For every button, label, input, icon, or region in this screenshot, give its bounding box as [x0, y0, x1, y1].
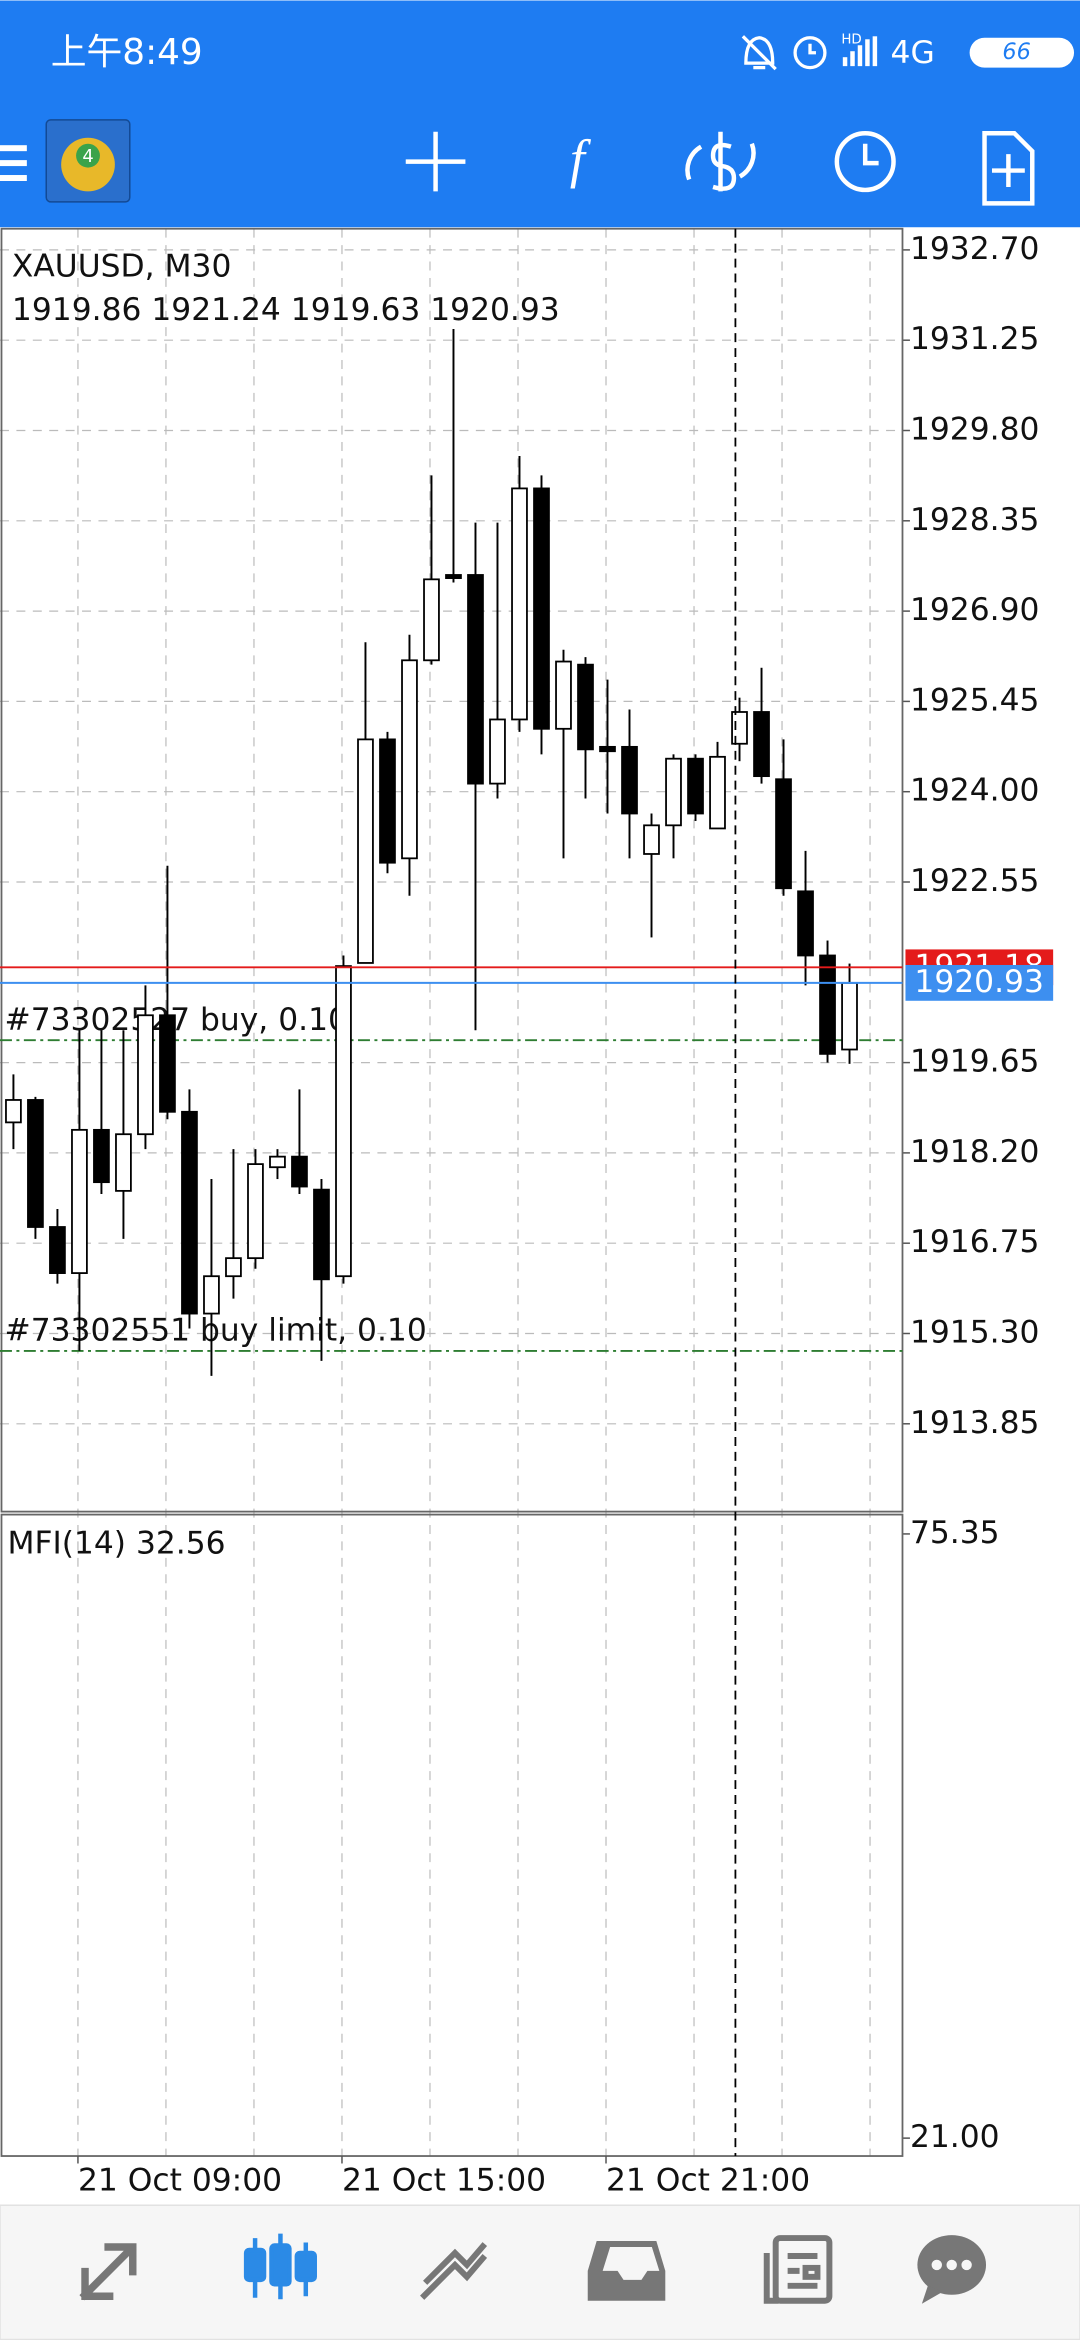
candle-body	[247, 1163, 264, 1260]
candle-body	[753, 711, 770, 778]
candle-body	[511, 487, 528, 721]
price-panel-frame	[0, 227, 904, 1513]
signal-icon	[842, 36, 878, 67]
y-tick-label: 1916.75	[910, 1224, 1040, 1260]
y-tick-label: 1932.70	[910, 231, 1040, 267]
candle-body	[291, 1155, 308, 1188]
y-tick-label: 1922.55	[910, 863, 1040, 899]
status-icons	[741, 35, 827, 71]
chart-area: 1932.70 1931.25 1929.80 1928.35 1926.90 1925.…	[0, 227, 1054, 2198]
candle-body	[313, 1188, 330, 1281]
candle-body	[797, 890, 814, 957]
candle-body	[115, 1133, 132, 1192]
y-tick-label: 1928.35	[910, 502, 1040, 538]
candle-body	[357, 738, 374, 964]
x-tick-label: 21 Oct 09:00	[78, 2162, 282, 2198]
price-label-box	[905, 964, 1054, 1001]
indicator-panel-frame	[0, 1513, 904, 2157]
candle-body	[379, 738, 396, 864]
candle-body	[665, 757, 682, 827]
candle-body	[709, 755, 726, 830]
candle-body	[467, 574, 484, 785]
candle-body	[203, 1275, 220, 1315]
nav-history[interactable]	[587, 2241, 666, 2301]
y-tick-label: 75.35	[910, 1515, 1000, 1551]
price-label: 1920.93	[914, 964, 1044, 1000]
order-label: #73302527 buy, 0.10	[4, 1002, 347, 1038]
nav-news[interactable]	[763, 2235, 833, 2304]
candle-body	[775, 778, 792, 890]
nav-chart[interactable]	[243, 2233, 317, 2300]
candle-body	[445, 574, 462, 579]
candle-body	[819, 954, 836, 1055]
nav-trade[interactable]	[420, 2242, 488, 2300]
timeframe-button[interactable]	[834, 131, 896, 193]
candle-body	[27, 1099, 44, 1228]
candle-body	[643, 824, 660, 855]
candle-body	[577, 663, 594, 751]
y-tick-label: 1929.80	[910, 412, 1040, 448]
status-network: 4G	[891, 35, 935, 71]
x-tick-label: 21 Oct 15:00	[342, 2162, 546, 2198]
candle-body	[489, 718, 506, 785]
x-tick-label: 21 Oct 21:00	[606, 2162, 810, 2198]
candle-body	[137, 1014, 154, 1136]
candle-body	[401, 659, 418, 860]
nav-chat[interactable]	[917, 2235, 987, 2304]
candle-body	[599, 745, 616, 753]
candle-body	[423, 578, 440, 662]
indicator-title: MFI(14) 32.56	[7, 1525, 225, 1561]
new-order-button[interactable]	[982, 131, 1035, 206]
crosshair-button[interactable]	[405, 131, 466, 192]
nav-quotes[interactable]	[79, 2243, 137, 2301]
y-tick-label: 1918.20	[910, 1134, 1040, 1170]
ohlc-values: 1919.86 1921.24 1919.63 1920.93	[12, 292, 560, 328]
svg-text:4: 4	[82, 146, 93, 167]
candle-body	[159, 1014, 176, 1113]
candle-body	[71, 1128, 88, 1274]
battery	[969, 37, 1075, 68]
candle-body	[555, 660, 572, 730]
candle-body	[5, 1099, 22, 1124]
y-tick-label: 1925.45	[910, 682, 1040, 718]
status-hd: HD	[841, 32, 861, 47]
y-tick-label: 1926.90	[910, 592, 1040, 628]
y-tick-label: 21.00	[910, 2119, 1000, 2155]
chart-title: XAUUSD, M30	[12, 249, 231, 285]
candle-body	[731, 711, 748, 745]
candle-body	[687, 757, 704, 815]
app-bar	[0, 0, 1080, 228]
trade-button[interactable]	[685, 131, 756, 192]
y-tick-label: 1919.65	[910, 1044, 1040, 1080]
y-tick-label: 1931.25	[910, 321, 1040, 357]
app-logo[interactable]: 4	[45, 119, 131, 203]
candle-body	[533, 487, 550, 730]
candle-body	[621, 745, 638, 815]
y-tick-label: 1913.85	[910, 1405, 1040, 1441]
status-time: 上午8:49	[51, 32, 203, 73]
candle-body	[269, 1155, 286, 1169]
y-tick-label: 1915.30	[910, 1314, 1040, 1350]
y-tick-label: 1924.00	[910, 773, 1040, 809]
candle-body	[181, 1110, 198, 1315]
candle-body	[841, 981, 858, 1051]
candle-body	[225, 1257, 242, 1278]
candle-body	[335, 965, 352, 1278]
menu-button[interactable]	[0, 145, 27, 181]
order-label: #73302551 buy limit, 0.10	[4, 1313, 426, 1349]
candle-body	[49, 1226, 66, 1274]
bottom-nav	[0, 2204, 1080, 2340]
battery-level: 66	[1002, 39, 1030, 65]
candle-body	[93, 1128, 110, 1184]
